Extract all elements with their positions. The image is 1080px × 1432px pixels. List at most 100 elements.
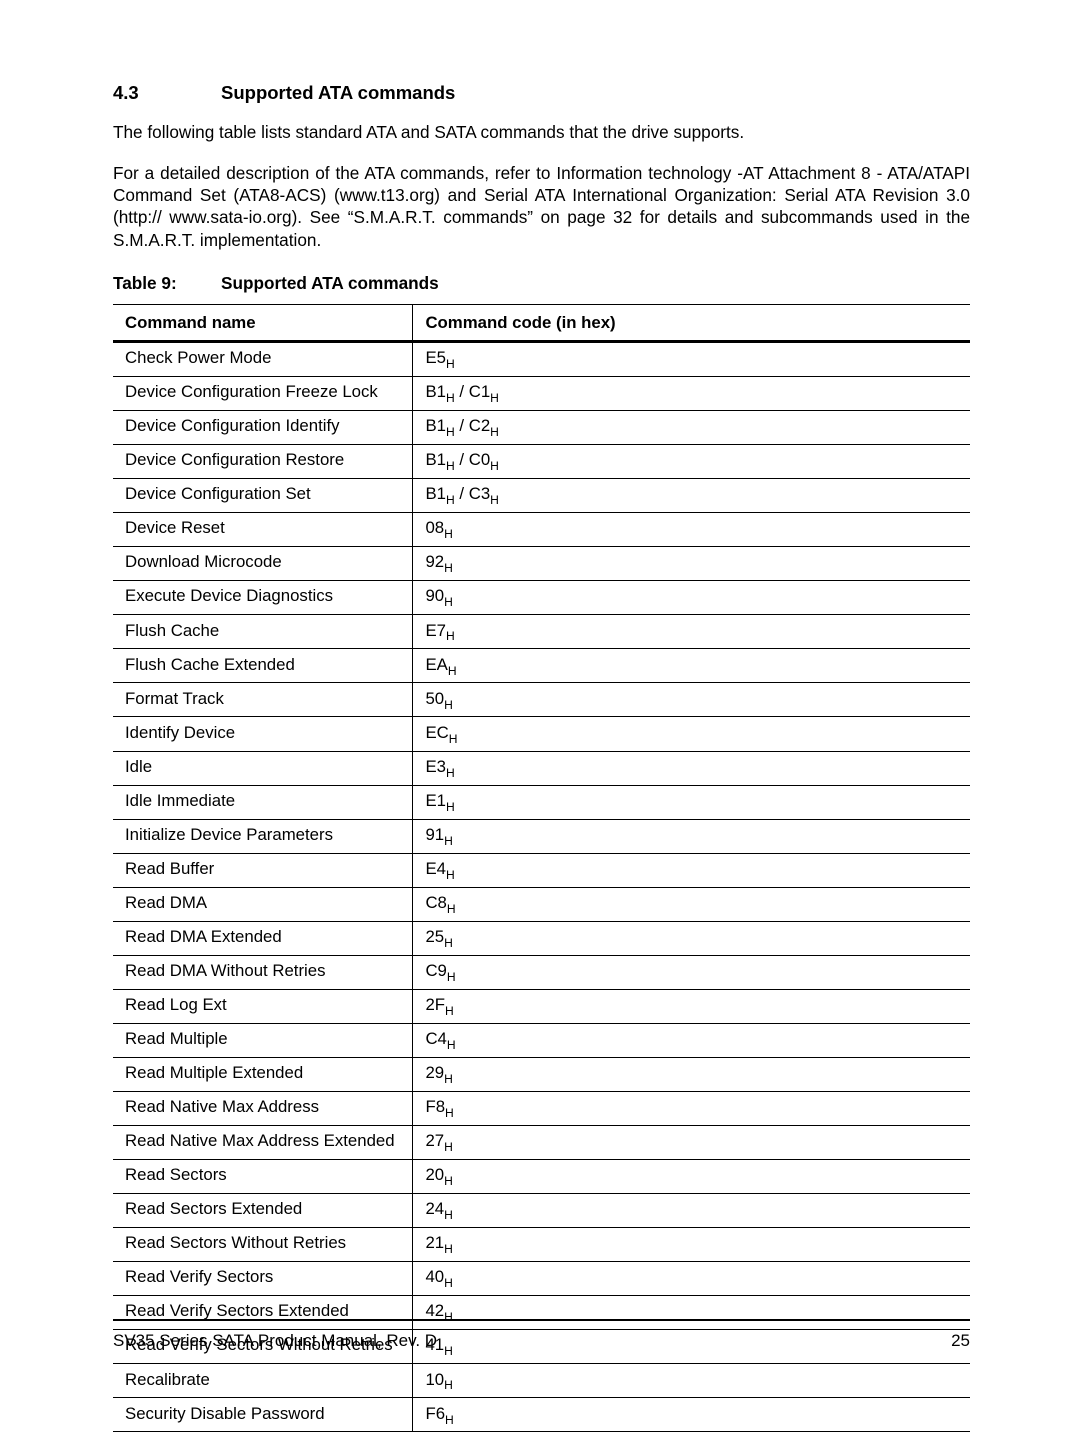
table-caption-title: Supported ATA commands xyxy=(221,273,439,294)
table-header-row: Command name Command code (in hex) xyxy=(113,304,970,341)
hex-subscript: H xyxy=(444,1072,453,1086)
hex-subscript: H xyxy=(444,936,453,950)
cell-command-code: 21H xyxy=(413,1228,970,1262)
table-row: Read Sectors Extended24H xyxy=(113,1194,970,1228)
table-row: IdleE3H xyxy=(113,751,970,785)
hex-subscript: H xyxy=(446,357,455,371)
hex-subscript: H xyxy=(445,1413,454,1427)
hex-subscript: H xyxy=(446,629,455,643)
cell-command-name: Format Track xyxy=(113,683,413,717)
hex-subscript: H xyxy=(444,595,453,609)
table-row: Read Multiple Extended29H xyxy=(113,1057,970,1091)
table-row: Security Disable PasswordF6H xyxy=(113,1398,970,1432)
cell-command-name: Security Disable Password xyxy=(113,1398,413,1432)
hex-subscript: H xyxy=(448,664,457,678)
cell-command-name: Identify Device xyxy=(113,717,413,751)
hex-subscript: H xyxy=(490,493,499,507)
hex-subscript: H xyxy=(444,1378,453,1392)
cell-command-name: Read Sectors Extended xyxy=(113,1194,413,1228)
section-number: 4.3 xyxy=(113,82,221,104)
section-heading: 4.3 Supported ATA commands xyxy=(113,82,970,104)
table-row: Read DMA Extended25H xyxy=(113,921,970,955)
intro-paragraph: The following table lists standard ATA a… xyxy=(113,122,970,144)
cell-command-code: F8H xyxy=(413,1091,970,1125)
table-row: Flush CacheE7H xyxy=(113,615,970,649)
cell-command-code: E7H xyxy=(413,615,970,649)
table-caption-number: Table 9: xyxy=(113,273,221,294)
table-row: Read Log Ext2FH xyxy=(113,989,970,1023)
cell-command-code: C9H xyxy=(413,955,970,989)
cell-command-code: B1H / C2H xyxy=(413,411,970,445)
cell-command-name: Read Multiple Extended xyxy=(113,1057,413,1091)
col-header-name: Command name xyxy=(113,304,413,341)
hex-subscript: H xyxy=(444,1140,453,1154)
table-row: Device Configuration Freeze LockB1H / C1… xyxy=(113,376,970,410)
table-row: Flush Cache ExtendedEAH xyxy=(113,649,970,683)
hex-subscript: H xyxy=(444,1174,453,1188)
cell-command-code: 92H xyxy=(413,547,970,581)
cell-command-name: Read Native Max Address Extended xyxy=(113,1126,413,1160)
table-caption: Table 9: Supported ATA commands xyxy=(113,273,970,294)
cell-command-code: E5H xyxy=(413,341,970,376)
cell-command-name: Read DMA Without Retries xyxy=(113,955,413,989)
cell-command-code: EAH xyxy=(413,649,970,683)
cell-command-code: B1H / C0H xyxy=(413,445,970,479)
cell-command-name: Device Configuration Freeze Lock xyxy=(113,376,413,410)
hex-subscript: H xyxy=(490,391,499,405)
cell-command-code: 90H xyxy=(413,581,970,615)
hex-subscript: H xyxy=(446,800,455,814)
cell-command-code: 2FH xyxy=(413,989,970,1023)
page-body: 4.3 Supported ATA commands The following… xyxy=(0,0,1080,1432)
cell-command-code: 50H xyxy=(413,683,970,717)
cell-command-name: Execute Device Diagnostics xyxy=(113,581,413,615)
table-row: Download Microcode92H xyxy=(113,547,970,581)
hex-subscript: H xyxy=(447,970,456,984)
table-row: Read DMA Without RetriesC9H xyxy=(113,955,970,989)
cell-command-code: 25H xyxy=(413,921,970,955)
table-row: Check Power ModeE5H xyxy=(113,341,970,376)
table-row: Read DMAC8H xyxy=(113,887,970,921)
cell-command-name: Device Reset xyxy=(113,513,413,547)
table-row: Read BufferE4H xyxy=(113,853,970,887)
cell-command-code: 10H xyxy=(413,1364,970,1398)
hex-subscript: H xyxy=(445,1004,454,1018)
cell-command-name: Read DMA Extended xyxy=(113,921,413,955)
table-row: Format Track50H xyxy=(113,683,970,717)
table-row: Read Verify Sectors40H xyxy=(113,1262,970,1296)
cell-command-code: C8H xyxy=(413,887,970,921)
footer-left: SV35 Series SATA Product Manual, Rev. D xyxy=(113,1331,437,1351)
hex-subscript: H xyxy=(447,1038,456,1052)
hex-subscript: H xyxy=(444,698,453,712)
cell-command-name: Recalibrate xyxy=(113,1364,413,1398)
detail-paragraph: For a detailed description of the ATA co… xyxy=(113,162,970,251)
table-row: Device Reset08H xyxy=(113,513,970,547)
cell-command-name: Download Microcode xyxy=(113,547,413,581)
cell-command-name: Initialize Device Parameters xyxy=(113,819,413,853)
footer-page-number: 25 xyxy=(951,1331,970,1351)
cell-command-name: Idle xyxy=(113,751,413,785)
table-row: Read Native Max AddressF8H xyxy=(113,1091,970,1125)
table-row: Idle ImmediateE1H xyxy=(113,785,970,819)
cell-command-name: Read Multiple xyxy=(113,1023,413,1057)
cell-command-code: 29H xyxy=(413,1057,970,1091)
table-row: Device Configuration SetB1H / C3H xyxy=(113,479,970,513)
col-header-code: Command code (in hex) xyxy=(413,304,970,341)
cell-command-name: Read Native Max Address xyxy=(113,1091,413,1125)
cell-command-name: Flush Cache Extended xyxy=(113,649,413,683)
hex-subscript: H xyxy=(449,732,458,746)
hex-subscript: H xyxy=(444,1276,453,1290)
table-row: Recalibrate10H xyxy=(113,1364,970,1398)
cell-command-code: B1H / C3H xyxy=(413,479,970,513)
cell-command-name: Read DMA xyxy=(113,887,413,921)
hex-subscript: H xyxy=(444,834,453,848)
table-row: Read Native Max Address Extended27H xyxy=(113,1126,970,1160)
hex-subscript: H xyxy=(446,493,455,507)
table-row: Read MultipleC4H xyxy=(113,1023,970,1057)
cell-command-name: Read Buffer xyxy=(113,853,413,887)
table-row: Device Configuration IdentifyB1H / C2H xyxy=(113,411,970,445)
cell-command-code: 91H xyxy=(413,819,970,853)
cell-command-code: F6H xyxy=(413,1398,970,1432)
cell-command-code: 08H xyxy=(413,513,970,547)
cell-command-code: 24H xyxy=(413,1194,970,1228)
hex-subscript: H xyxy=(446,868,455,882)
